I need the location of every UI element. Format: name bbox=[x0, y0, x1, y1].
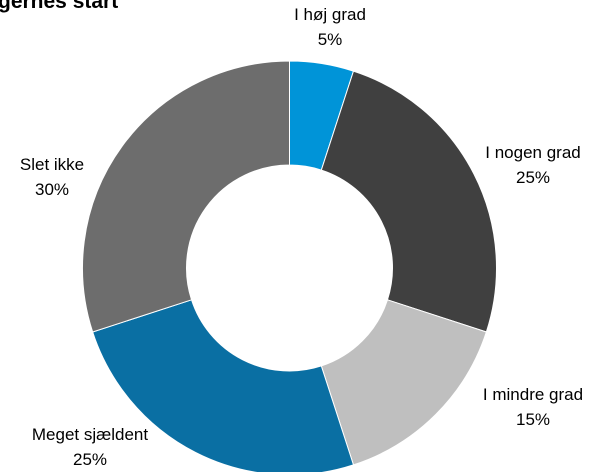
chart-title: gernes start bbox=[0, 0, 118, 13]
donut-slice bbox=[92, 299, 355, 472]
donut-slice bbox=[82, 60, 290, 333]
slice-value-label: 30% bbox=[35, 180, 69, 199]
slice-value-label: 15% bbox=[516, 410, 550, 429]
slice-label: I mindre grad bbox=[483, 385, 583, 404]
slice-value-label: 25% bbox=[73, 450, 107, 469]
slice-label: Meget sjældent bbox=[32, 425, 149, 444]
slice-label: I nogen grad bbox=[485, 143, 580, 162]
slice-value-label: 5% bbox=[318, 30, 343, 49]
slice-label: I høj grad bbox=[294, 5, 366, 24]
donut-slice bbox=[320, 299, 487, 466]
slice-label: Slet ikke bbox=[20, 155, 84, 174]
donut-slice bbox=[320, 70, 497, 333]
slice-value-label: 25% bbox=[516, 168, 550, 187]
